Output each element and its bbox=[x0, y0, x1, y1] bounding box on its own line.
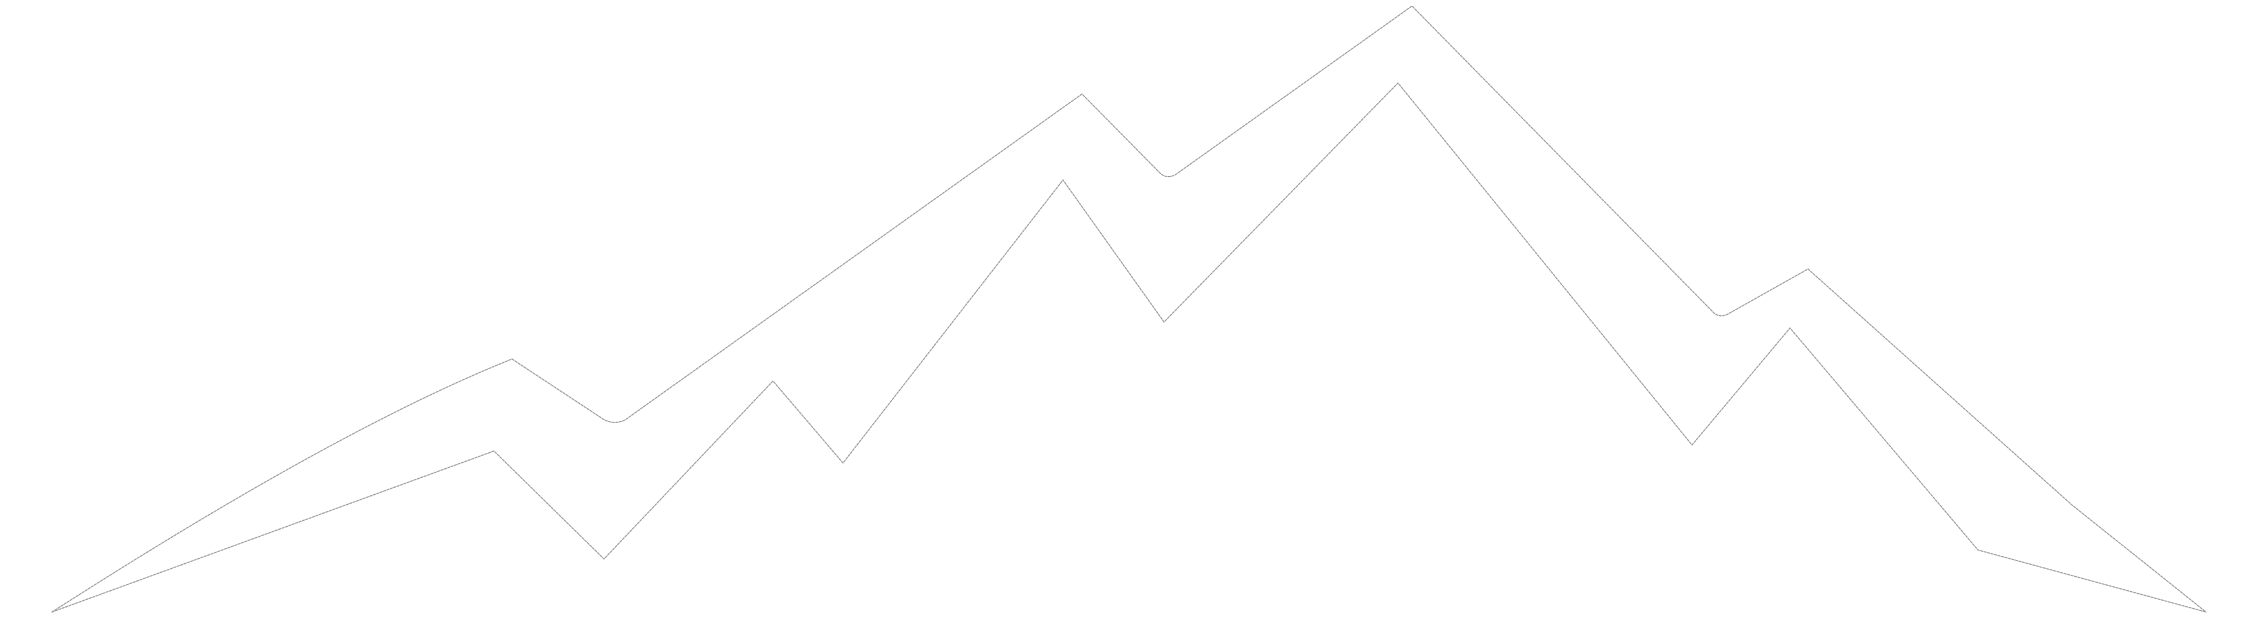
lower-ridge-line bbox=[51, 82, 2207, 613]
upper-ridge-line bbox=[51, 5, 2207, 613]
